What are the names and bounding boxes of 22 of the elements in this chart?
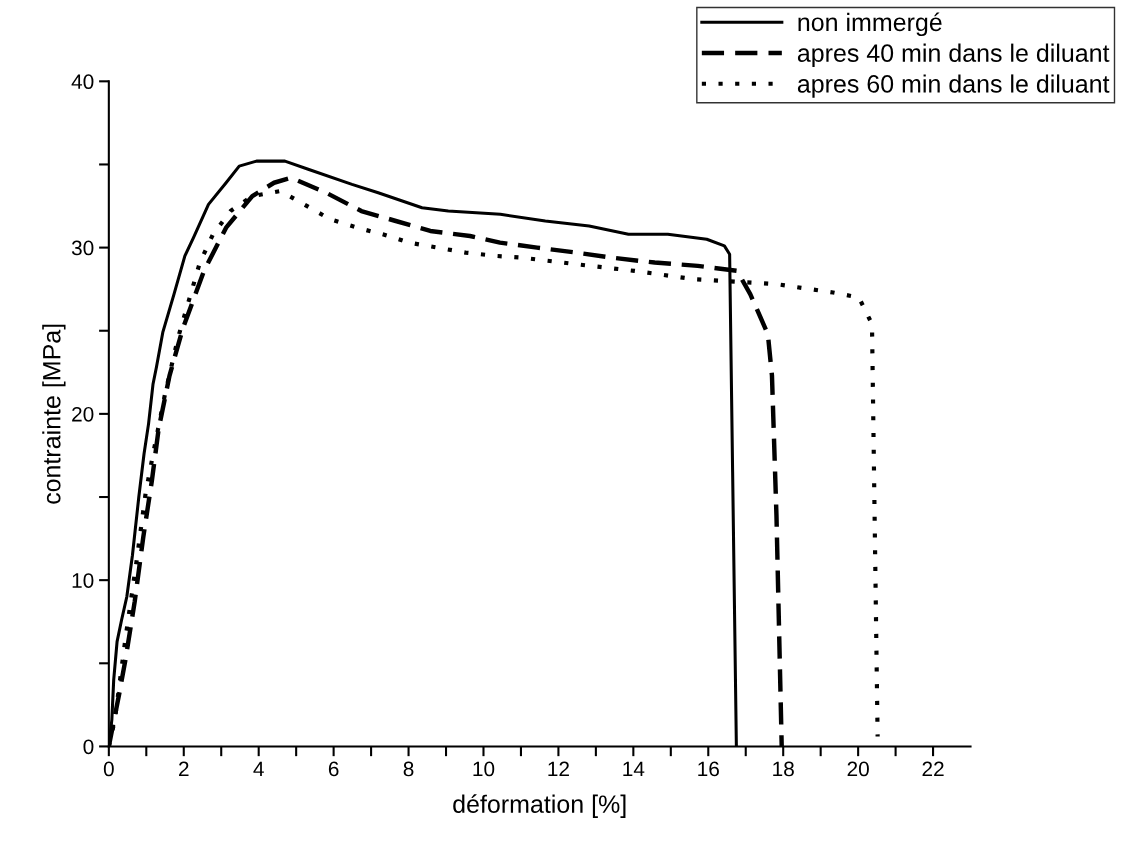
x-tick-label: 4: [253, 761, 264, 777]
x-tick-label: 22: [922, 761, 944, 777]
x-tick-label: 12: [548, 761, 569, 777]
x-tick-label: 6: [328, 761, 339, 777]
x-tick-label: 0: [103, 761, 114, 777]
x-tick-label: 10: [473, 761, 495, 777]
legend-label: apres 40 min dans le diluant: [797, 43, 1110, 67]
y-tick-label: 10: [72, 573, 94, 588]
x-tick-label: 16: [698, 761, 719, 777]
y-tick-label: 30: [71, 240, 94, 256]
x-tick-label: 18: [773, 761, 794, 777]
legend-label: apres 60 min dans le diluant: [797, 74, 1110, 98]
x-tick-label: 8: [403, 761, 414, 777]
y-axis-title: contrainte [MPa]: [42, 324, 66, 504]
x-axis-title: déformation [%]: [453, 794, 626, 818]
x-tick-label: 2: [179, 761, 189, 777]
y-tick-label: 0: [83, 739, 94, 755]
y-tick-label: 40: [71, 74, 94, 90]
y-tick-label: 20: [72, 406, 94, 422]
legend-label: non immergé: [798, 12, 942, 37]
x-tick-label: 14: [623, 761, 645, 777]
x-tick-label: 20: [847, 761, 869, 777]
